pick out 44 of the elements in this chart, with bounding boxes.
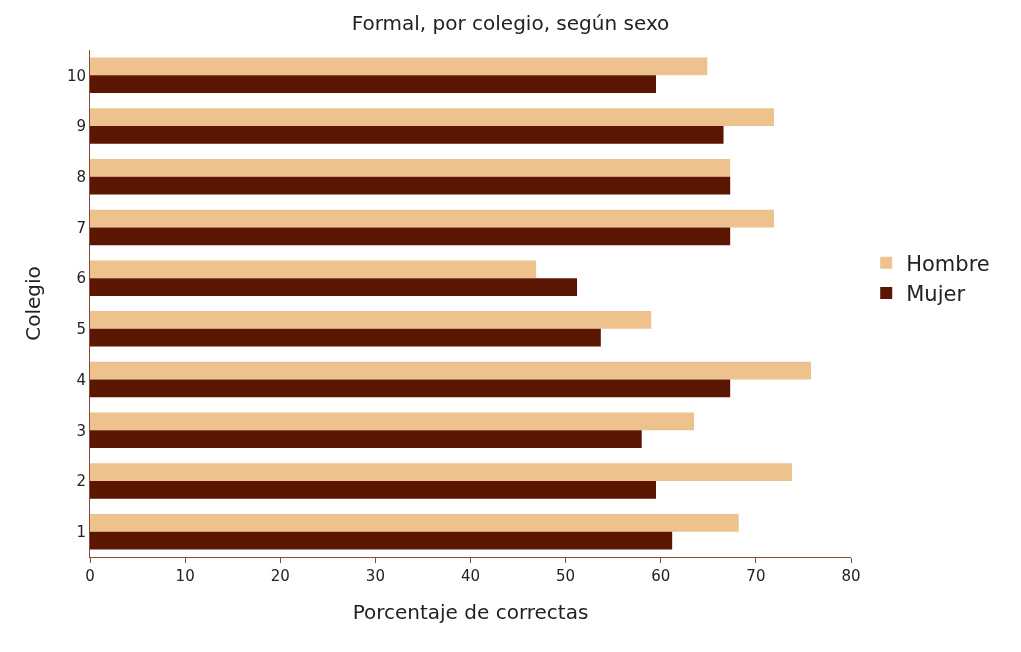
y-tick-label: 9: [76, 117, 86, 136]
bar: [90, 227, 731, 246]
bar: [90, 361, 812, 380]
bar: [90, 379, 731, 398]
y-tick-label: 4: [76, 370, 86, 389]
y-tick-label: 10: [66, 66, 86, 85]
legend-label: Mujer: [906, 282, 966, 307]
legend-label: Hombre: [906, 251, 990, 276]
chart-title: Formal, por colegio, según sexo: [351, 11, 670, 36]
bar: [90, 260, 537, 279]
x-tick-label: 70: [746, 567, 766, 585]
bar: [90, 209, 774, 228]
bar: [90, 311, 652, 329]
x-tick-label: 40: [460, 567, 481, 585]
bar: [90, 328, 601, 347]
bar: [90, 176, 731, 195]
x-tick-label: 10: [175, 567, 195, 585]
bar: [90, 126, 724, 144]
y-tick-label: 6: [76, 269, 86, 288]
x-axis-title: Porcentaje de correctas: [352, 599, 589, 624]
y-tick-label: 7: [76, 218, 86, 237]
x-tick-label: 50: [556, 567, 576, 585]
y-tick-label: 8: [76, 168, 86, 186]
x-tick-label: 30: [365, 567, 385, 585]
bar: [90, 430, 642, 448]
y-tick-label: 5: [76, 320, 86, 339]
bar: [90, 480, 656, 499]
bar: [90, 412, 695, 431]
y-axis-title: Colegio: [21, 266, 46, 341]
x-tick-label: 60: [651, 567, 671, 585]
bar: [90, 513, 739, 532]
x-tick-label: 20: [270, 567, 290, 585]
bar: [90, 57, 708, 76]
bar: [90, 463, 793, 481]
bar: [90, 531, 673, 550]
y-tick-label: 3: [76, 421, 86, 440]
bar: [90, 278, 578, 296]
bar: [90, 75, 656, 94]
y-tick-label: 2: [76, 472, 86, 491]
bar: [90, 108, 774, 127]
y-tick-label: 1: [76, 522, 86, 541]
x-tick-label: 80: [841, 567, 861, 585]
x-tick-label: 0: [85, 567, 95, 585]
bar: [90, 159, 731, 177]
